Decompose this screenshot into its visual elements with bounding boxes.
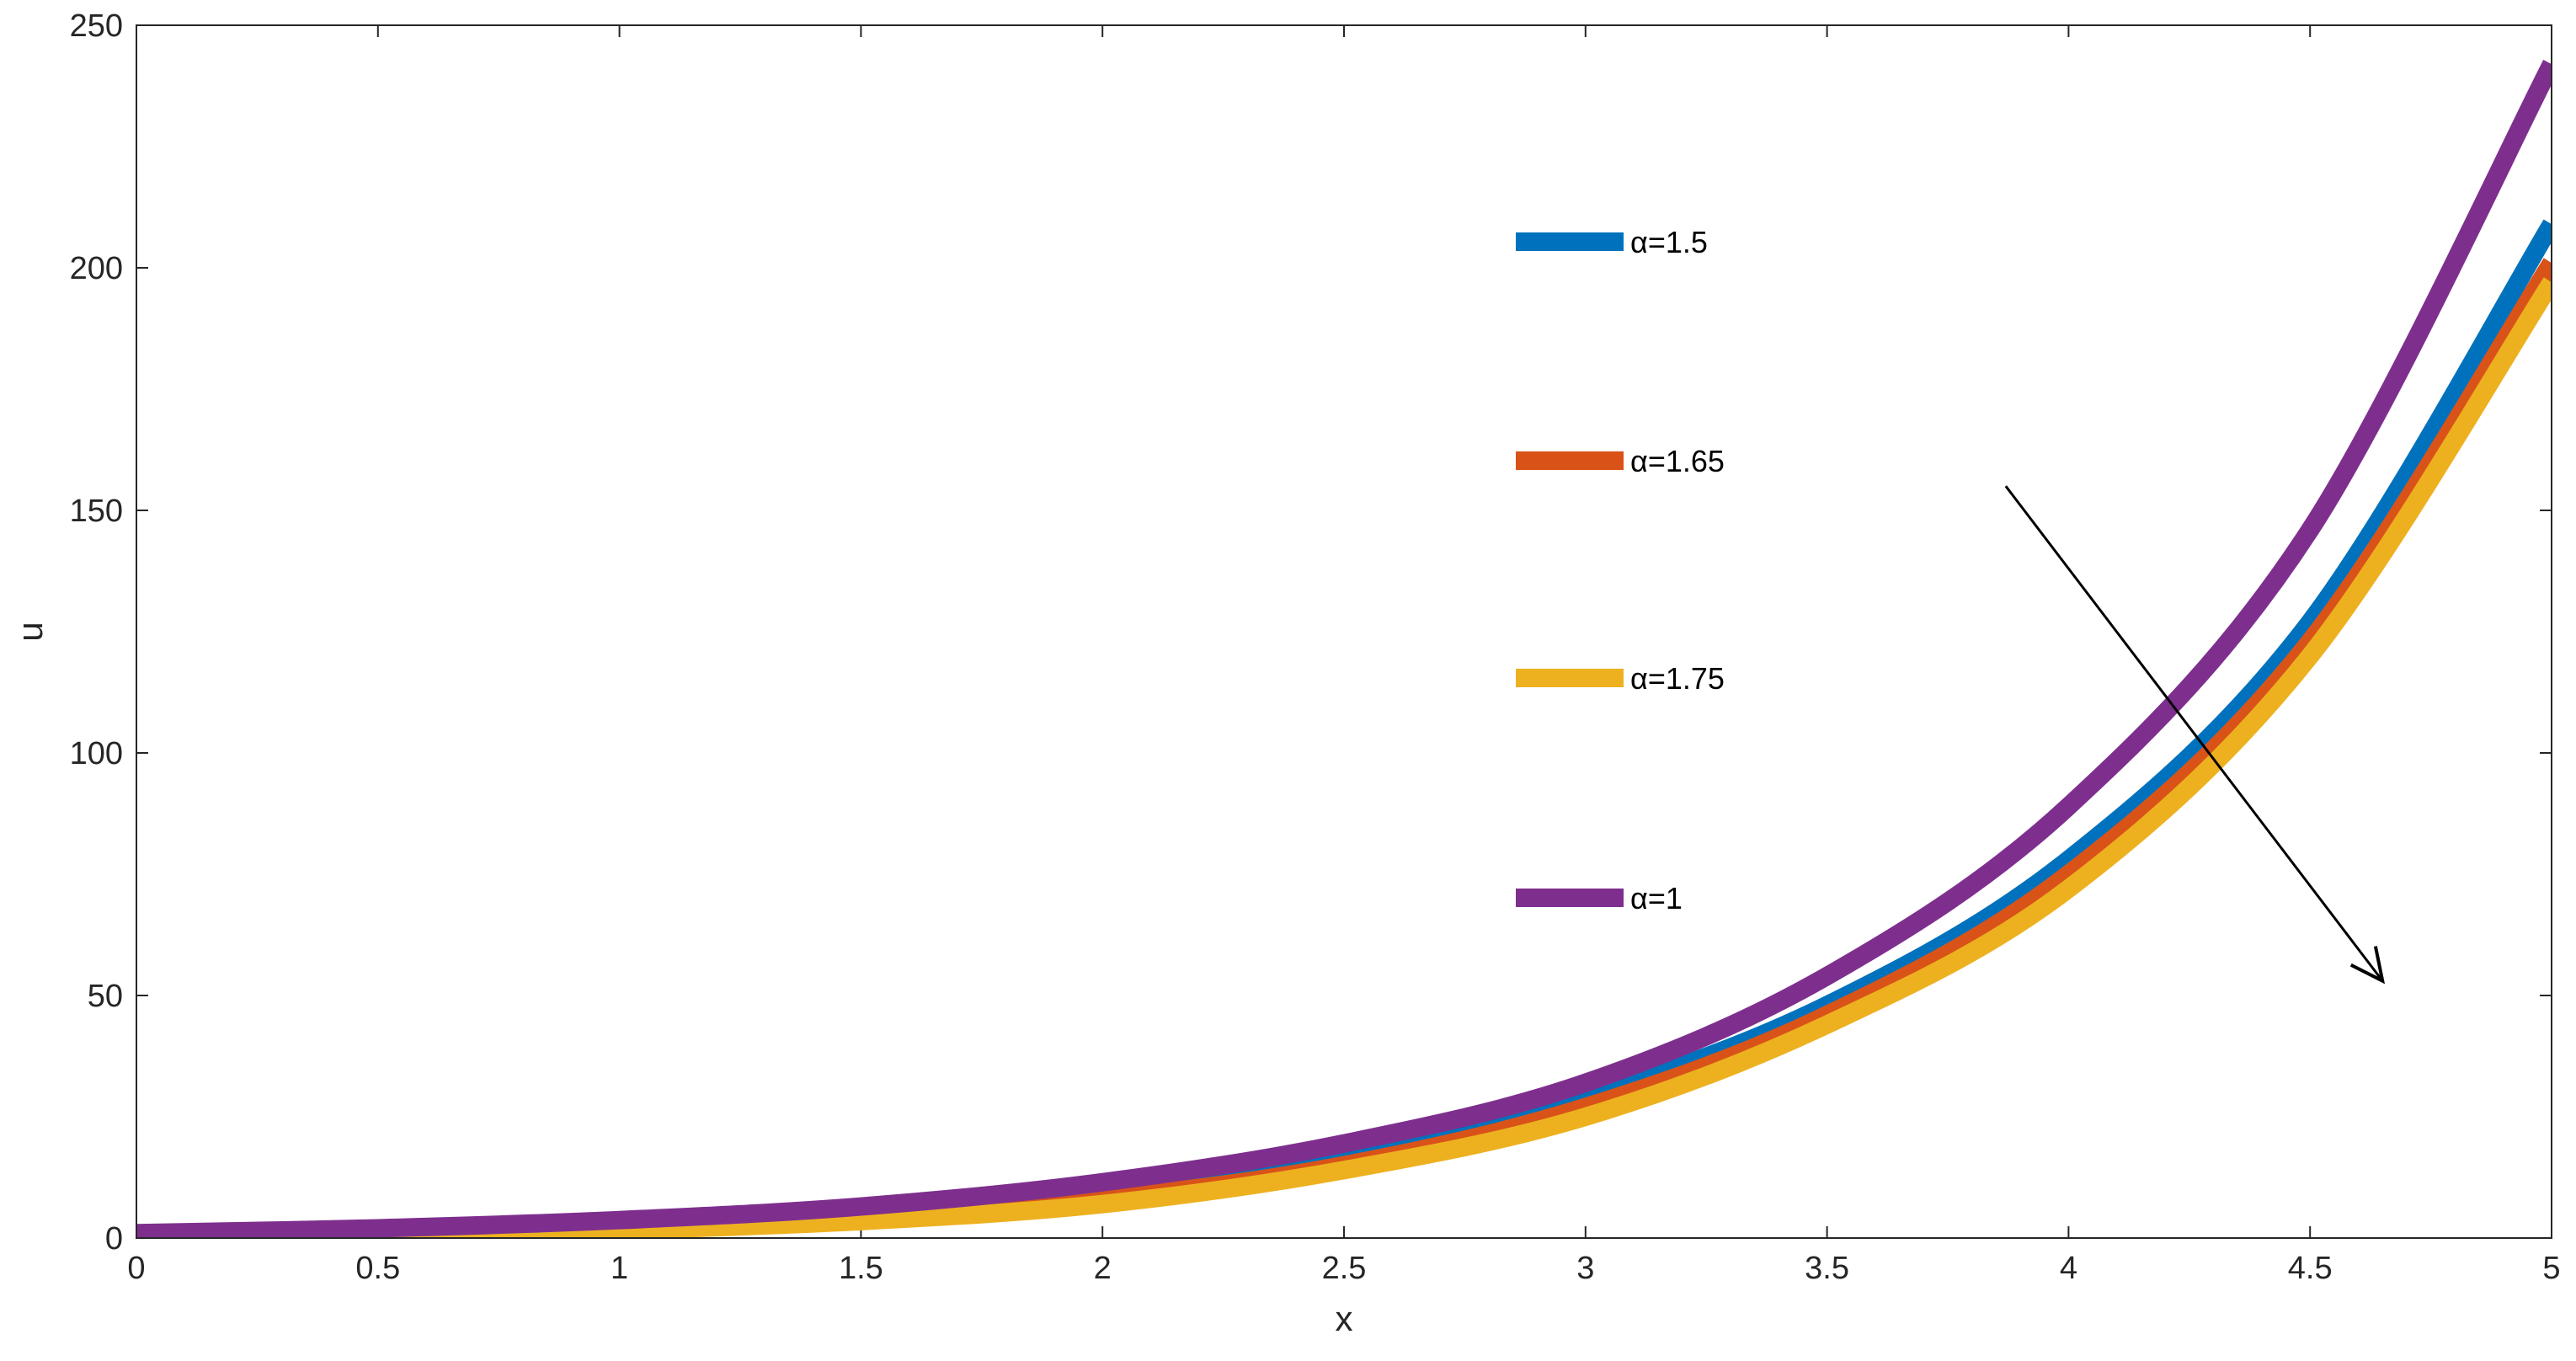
legend-label: α=1.65: [1630, 444, 1725, 478]
y-tick-label: 150: [70, 494, 123, 529]
y-axis-label: u: [10, 622, 50, 641]
x-tick-label: 4: [2060, 1251, 2077, 1286]
x-tick-label: 0.5: [355, 1251, 400, 1286]
trend-arrow-head: [2349, 946, 2386, 985]
legend-item: α=1.65: [1516, 444, 1725, 478]
x-tick-label: 3: [1576, 1251, 1594, 1286]
legend-item: α=1.75: [1516, 661, 1725, 696]
plot-frame: [136, 24, 2552, 1239]
x-tick-label: 1.5: [839, 1251, 883, 1286]
y-tick-label: 50: [88, 979, 123, 1014]
x-axis-label: x: [1336, 1299, 1353, 1338]
axis-labels: x u: [10, 622, 1353, 1338]
series-lines: [136, 60, 2552, 1238]
y-tick-label: 250: [70, 8, 123, 44]
legend-label: α=1: [1630, 881, 1683, 915]
y-tick-label: 100: [70, 736, 123, 771]
legend-item: α=1: [1516, 881, 1683, 915]
series-line-0: [136, 219, 2552, 1238]
x-tick-label: 4.5: [2288, 1251, 2333, 1286]
x-tick-label: 0: [127, 1251, 145, 1286]
x-tick-label: 5: [2542, 1251, 2560, 1286]
legend-label: α=1.75: [1630, 661, 1725, 696]
series-line-2: [136, 277, 2552, 1238]
series-line-3: [136, 60, 2552, 1238]
legend-label: α=1.5: [1630, 225, 1708, 259]
legend: α=1.5 α=1.65 α=1.75 α=1: [1516, 225, 1725, 915]
x-tick-label: 1: [611, 1251, 628, 1286]
x-tick-label: 2.5: [1322, 1251, 1367, 1286]
y-tick-label: 200: [70, 251, 123, 286]
y-tick-label: 0: [105, 1221, 123, 1257]
trend-arrow-shaft: [2004, 485, 2384, 982]
legend-item: α=1.5: [1516, 225, 1708, 259]
x-tick-label: 3.5: [1805, 1251, 1849, 1286]
x-tick-label: 2: [1094, 1251, 1112, 1286]
trend-annotations: [2004, 485, 2386, 985]
